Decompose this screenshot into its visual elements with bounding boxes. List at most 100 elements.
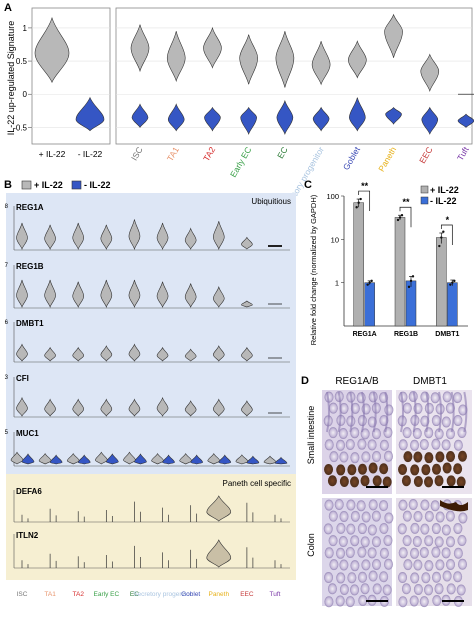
violin-plus [241, 346, 253, 362]
violin-minus [246, 455, 260, 465]
gland [357, 571, 367, 583]
violin-minus [49, 454, 63, 465]
stained-gland [350, 476, 360, 488]
stained-gland [360, 475, 370, 487]
gland [334, 498, 344, 510]
gland [424, 560, 434, 572]
gland [346, 523, 356, 535]
x-tick-label: TA2 [72, 591, 84, 598]
row-ymax: 7 [5, 263, 9, 269]
violin-plus [207, 452, 221, 465]
stained-gland [431, 463, 441, 475]
gland [357, 438, 367, 450]
bar-plus [353, 202, 364, 327]
y-tick-label: 100 [326, 192, 339, 201]
stained-gland [434, 475, 444, 487]
gland [434, 536, 444, 548]
gland [398, 596, 408, 608]
data-point [368, 281, 371, 284]
gland [408, 498, 418, 510]
gland [457, 534, 467, 546]
gene-row-dmbt1: 6 DMBT1 [5, 319, 290, 363]
gland [402, 510, 412, 522]
gland [347, 572, 357, 584]
data-point [396, 218, 400, 222]
gland [346, 499, 356, 511]
violin-plus [95, 451, 108, 465]
violin-minus [190, 454, 203, 465]
stained-gland [339, 475, 349, 487]
significance-mark: ** [402, 197, 410, 207]
y-tick-label: 10 [331, 235, 339, 244]
gene-name: REG1B [16, 262, 44, 271]
violin-plus [156, 222, 169, 250]
gland [357, 523, 367, 535]
violin-minus [421, 106, 439, 135]
villus [438, 391, 442, 433]
significance-mark: ** [361, 181, 369, 191]
gland [372, 583, 382, 595]
gland [419, 596, 429, 608]
violin-plus [212, 345, 225, 362]
panel-a-left-xlabels: + IL-22 - IL-22 [39, 149, 103, 159]
gland [367, 524, 377, 536]
violin-plus [16, 279, 28, 308]
gland [434, 583, 444, 595]
violin-minus [21, 453, 35, 465]
panel-a-left-violins [34, 16, 105, 132]
violin-plus [179, 452, 192, 465]
gland [434, 428, 444, 440]
gland [402, 402, 412, 414]
x-tick-label: Secretory progenitor [133, 591, 193, 598]
data-point [370, 279, 373, 283]
gland [384, 512, 394, 524]
stained-gland [456, 476, 466, 488]
gland [367, 439, 377, 451]
gland [372, 450, 382, 462]
violin-plus [156, 396, 169, 417]
violin-plus [128, 343, 141, 362]
panel-a-right-violins [130, 13, 474, 136]
stained-gland [398, 464, 408, 476]
violin-plus [184, 400, 197, 417]
panel-b-legend-minus-swatch [71, 180, 82, 190]
data-point [440, 236, 443, 239]
violin-plus [123, 451, 136, 465]
panel-b-ubiquitous-label: Ubiquitious [251, 197, 291, 206]
stained-gland [357, 463, 367, 475]
gland [441, 416, 451, 428]
gland [424, 427, 434, 439]
violin-plus [38, 452, 52, 465]
villus [450, 391, 455, 433]
villus [361, 391, 365, 433]
violin-plus [275, 31, 295, 88]
gland [431, 415, 441, 427]
x-tick-label: Early EC [228, 145, 253, 179]
violin-minus [162, 454, 175, 465]
gland [457, 558, 467, 570]
x-tick-label: EEC [417, 145, 434, 165]
panel-c-legend-minus: - IL-22 [430, 196, 457, 206]
panel-b-gene-rows: 8 REG1A 7 REG1B 6 DMBT1 3 CFI 5 MUC1 DEFA6 ITLN2 [5, 203, 290, 569]
gland [419, 438, 429, 450]
gland [327, 583, 337, 595]
panel-b-letter: B [4, 179, 12, 191]
row-ymax: 6 [5, 320, 9, 326]
stained-gland [446, 450, 456, 462]
violin-paneth [206, 539, 232, 568]
gland [379, 500, 389, 512]
gland [360, 536, 370, 548]
stained-gland [453, 463, 463, 475]
gland [382, 584, 392, 596]
x-tick-label: Paneth [208, 591, 229, 598]
panel-c-xlabels: REG1A REG1B DMBT1 [353, 331, 460, 338]
x-tick-label: TA1 [165, 145, 181, 163]
violin-minus [75, 96, 105, 132]
gland [324, 499, 334, 511]
stained-gland [368, 462, 378, 474]
stained-gland [410, 464, 420, 476]
scale-bar [442, 600, 464, 602]
violin-plus [16, 343, 28, 362]
gland [419, 546, 429, 558]
